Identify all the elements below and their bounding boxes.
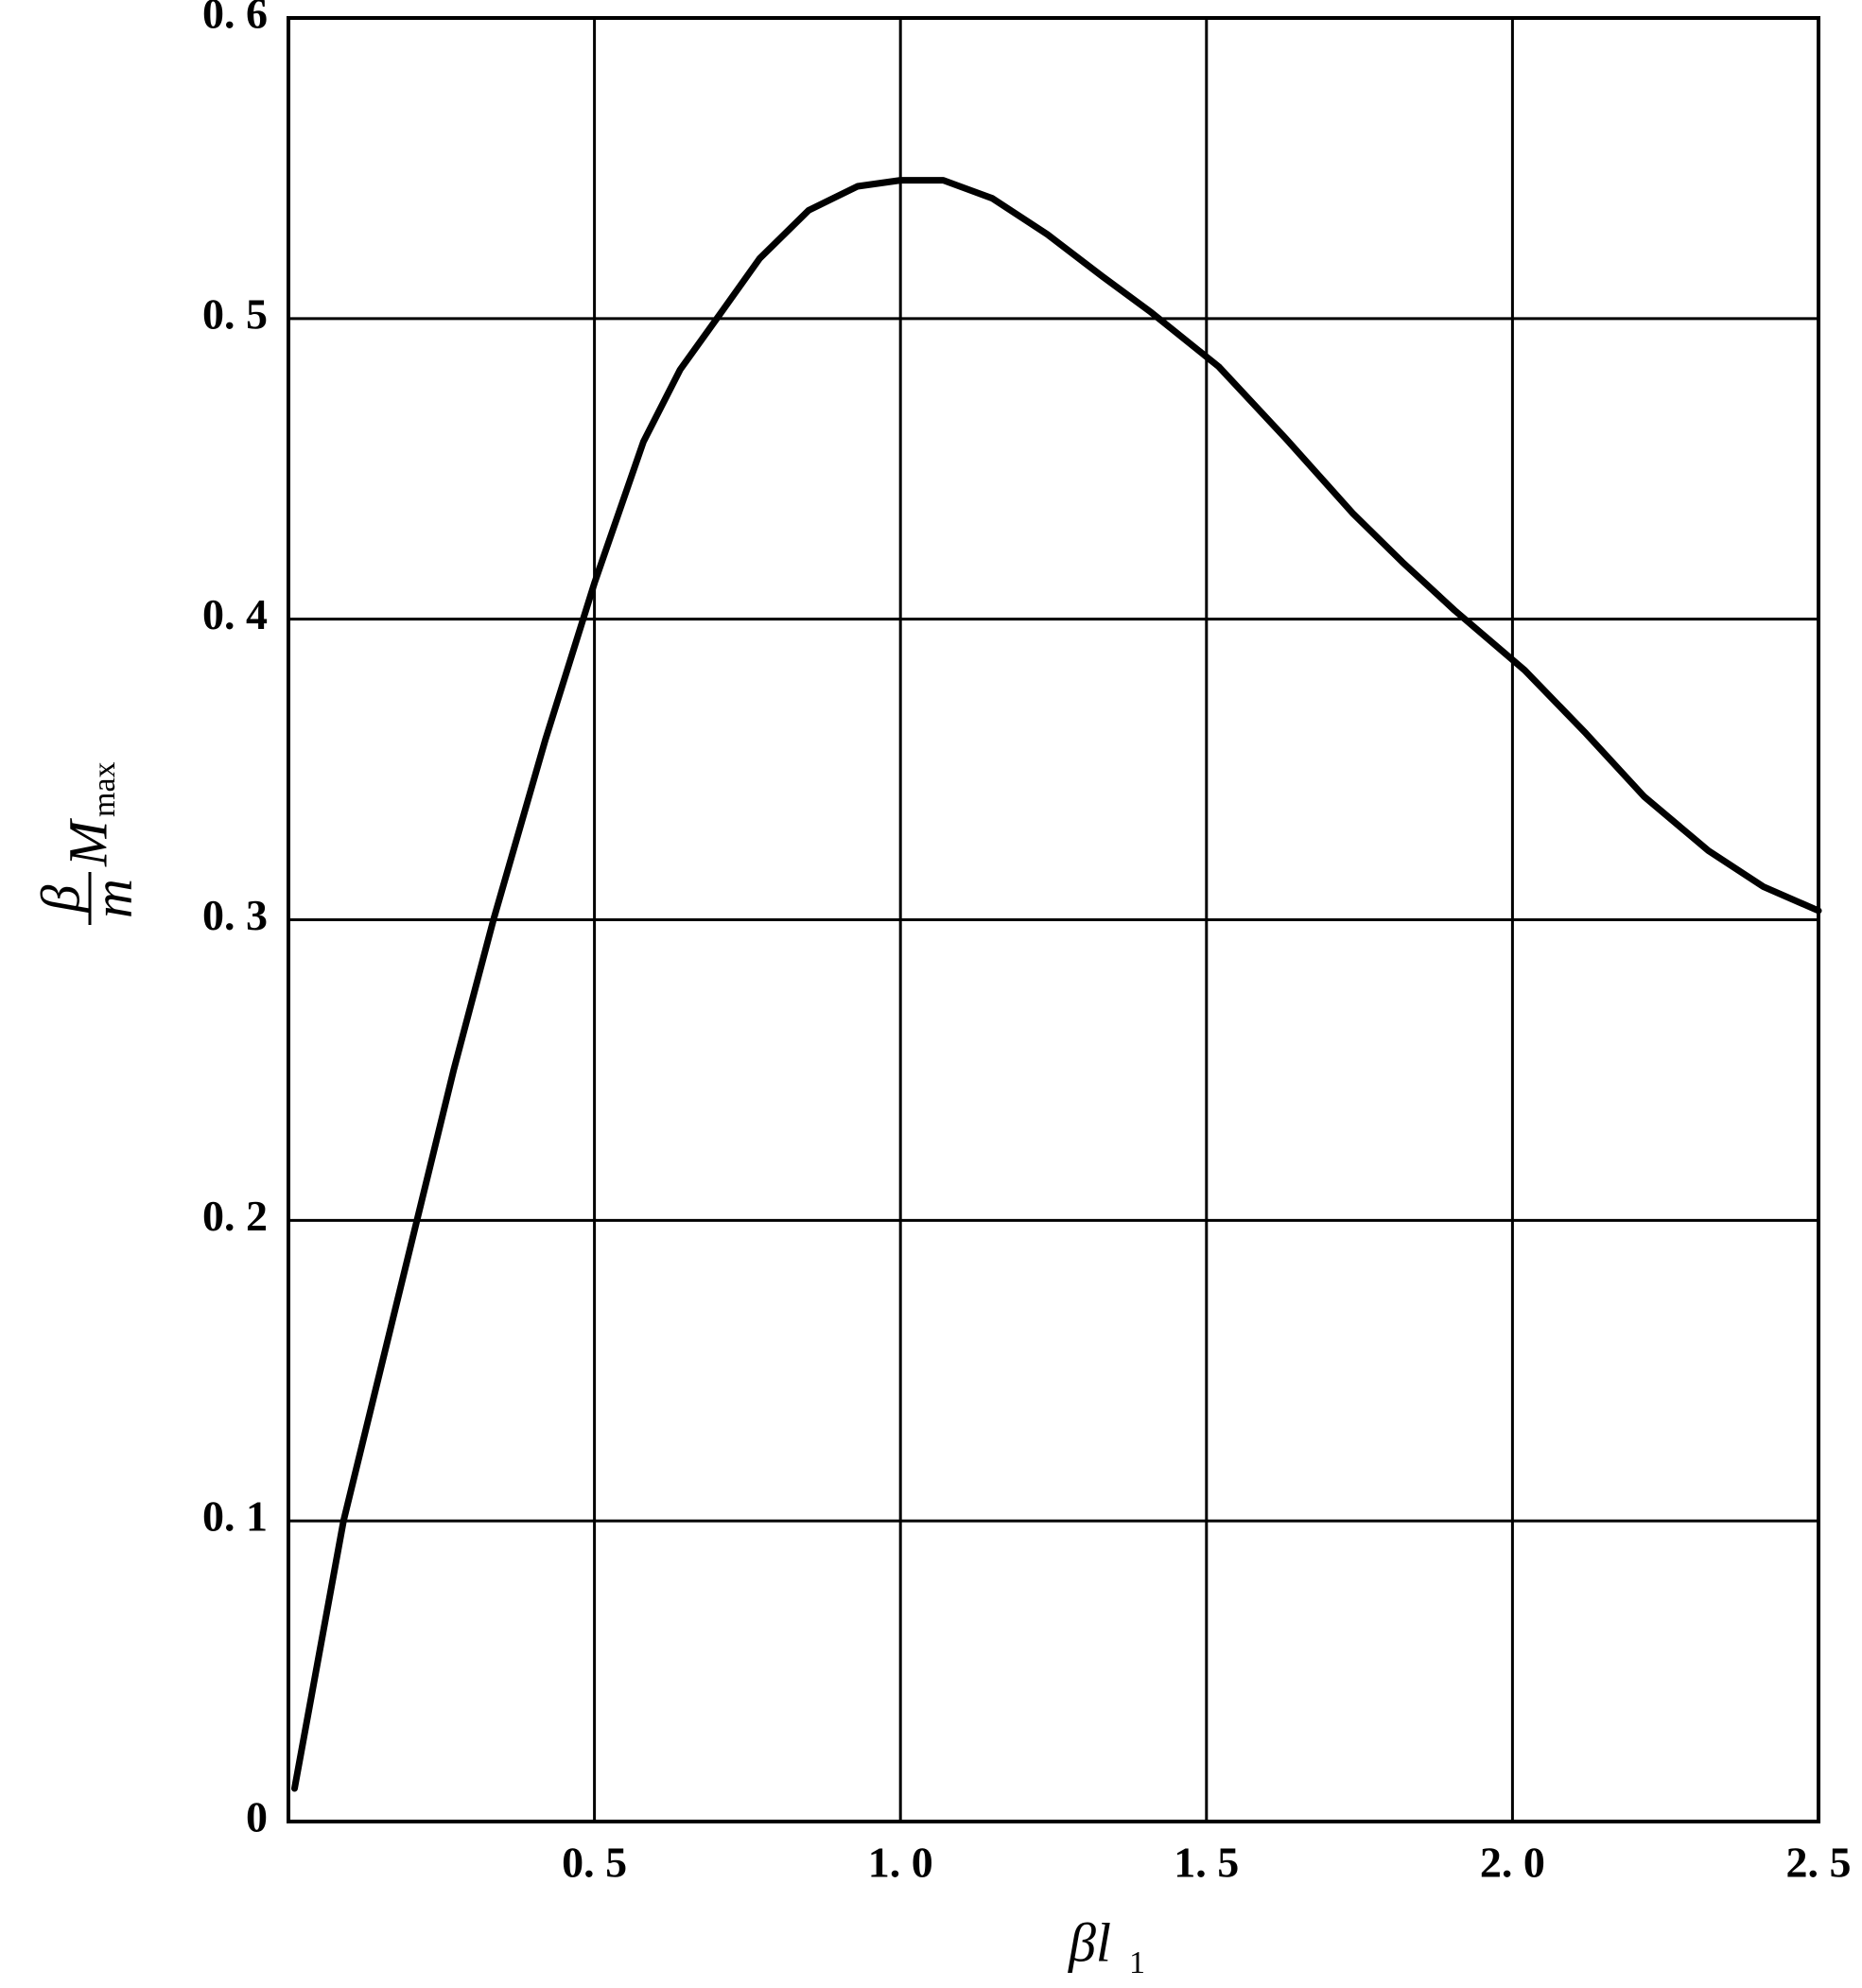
y-axis-label: β m M max	[29, 761, 143, 925]
y-label-numerator: β	[29, 884, 91, 913]
y-label-subscript: max	[87, 761, 122, 817]
x-tick-label: 1. 5	[1174, 1839, 1239, 1887]
x-tick-label: 0. 5	[562, 1839, 627, 1887]
x-tick-label: 1. 0	[868, 1839, 933, 1887]
y-tick-label: 0. 2	[202, 1192, 268, 1240]
data-line	[290, 177, 1822, 1792]
x-label-symbol: βl	[1068, 1911, 1111, 1973]
x-tick-label: 2. 5	[1786, 1839, 1852, 1887]
x-axis-label: βl 1	[1068, 1911, 1145, 1979]
y-tick-label: 0. 5	[202, 289, 268, 338]
y-label-symbol: M	[57, 818, 118, 867]
plot-frame	[287, 16, 1820, 1823]
x-tick-label: 2. 0	[1480, 1839, 1545, 1887]
y-tick-label: 0. 1	[202, 1492, 268, 1541]
y-tick-label: 0	[246, 1793, 268, 1841]
y-tick-label: 0. 4	[202, 590, 268, 638]
y-label-denominator: m	[81, 879, 143, 918]
x-label-subscript: 1	[1129, 1945, 1145, 1980]
y-tick-label: 0. 6	[202, 0, 268, 38]
y-tick-label: 0. 3	[202, 891, 268, 939]
